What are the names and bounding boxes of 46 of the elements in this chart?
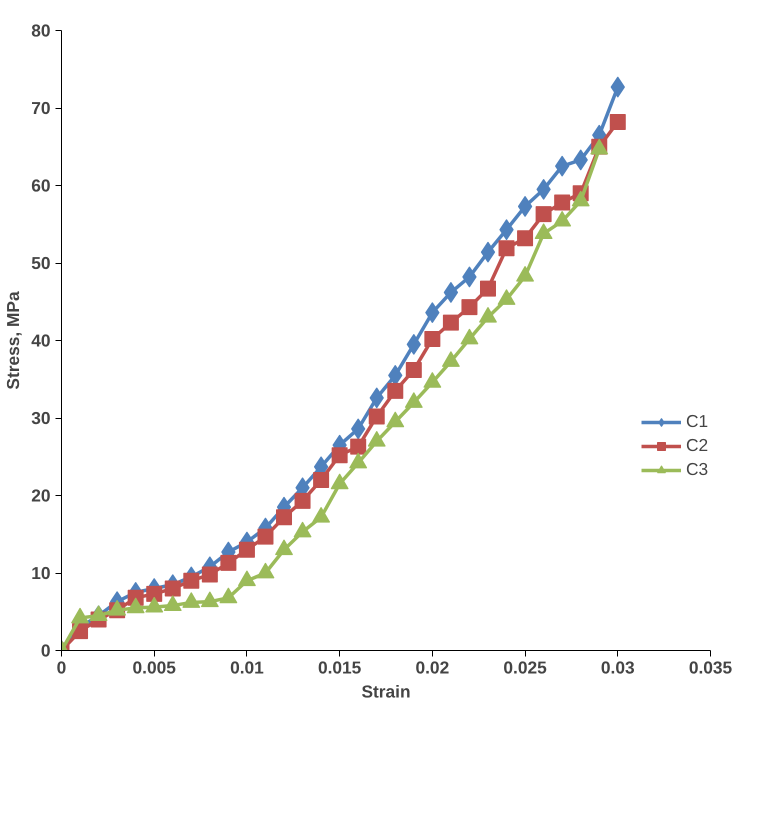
y-tick-label: 10	[31, 563, 51, 583]
x-axis-title: Strain	[361, 682, 411, 702]
x-tick-label: 0	[56, 658, 66, 678]
point	[276, 509, 292, 526]
legend-label: C2	[686, 435, 708, 456]
point	[368, 408, 385, 424]
x-tick-label: 0.02	[415, 658, 450, 678]
y-tick-label: 20	[31, 486, 51, 506]
point	[183, 572, 200, 589]
point	[164, 580, 181, 596]
point	[517, 230, 534, 246]
point	[350, 438, 366, 455]
point	[387, 382, 404, 399]
y-tick-label: 80	[31, 20, 51, 40]
y-tick-label: 40	[31, 330, 51, 350]
y-axis-title: Stress, MPa	[3, 291, 24, 390]
legend-label: C3	[686, 459, 708, 480]
x-tick-label: 0.01	[230, 658, 264, 678]
point	[480, 280, 496, 297]
point	[332, 447, 348, 464]
y-tick-label: 70	[31, 98, 51, 118]
point	[498, 240, 515, 256]
x-tick-label: 0.025	[503, 658, 548, 678]
y-tick-label: 50	[31, 253, 51, 273]
point	[554, 194, 570, 211]
y-tick-label: 60	[31, 176, 51, 196]
point	[461, 299, 478, 316]
point	[238, 542, 255, 558]
point	[257, 528, 274, 545]
point	[406, 362, 422, 378]
point	[294, 492, 311, 509]
point	[313, 472, 330, 488]
x-tick-label: 0.03	[600, 658, 636, 678]
x-tick-label: 0.035	[688, 658, 733, 678]
x-tick-label: 0.015	[318, 658, 362, 678]
point	[536, 206, 552, 222]
y-tick-label: 30	[31, 408, 51, 428]
x-tick-label: 0.005	[132, 658, 176, 678]
point	[146, 586, 162, 602]
point	[220, 554, 236, 571]
point	[424, 330, 440, 347]
y-tick-label: 0	[40, 640, 51, 660]
point	[442, 314, 459, 331]
point	[610, 114, 626, 130]
legend-label: C1	[686, 411, 708, 432]
point	[202, 566, 218, 583]
